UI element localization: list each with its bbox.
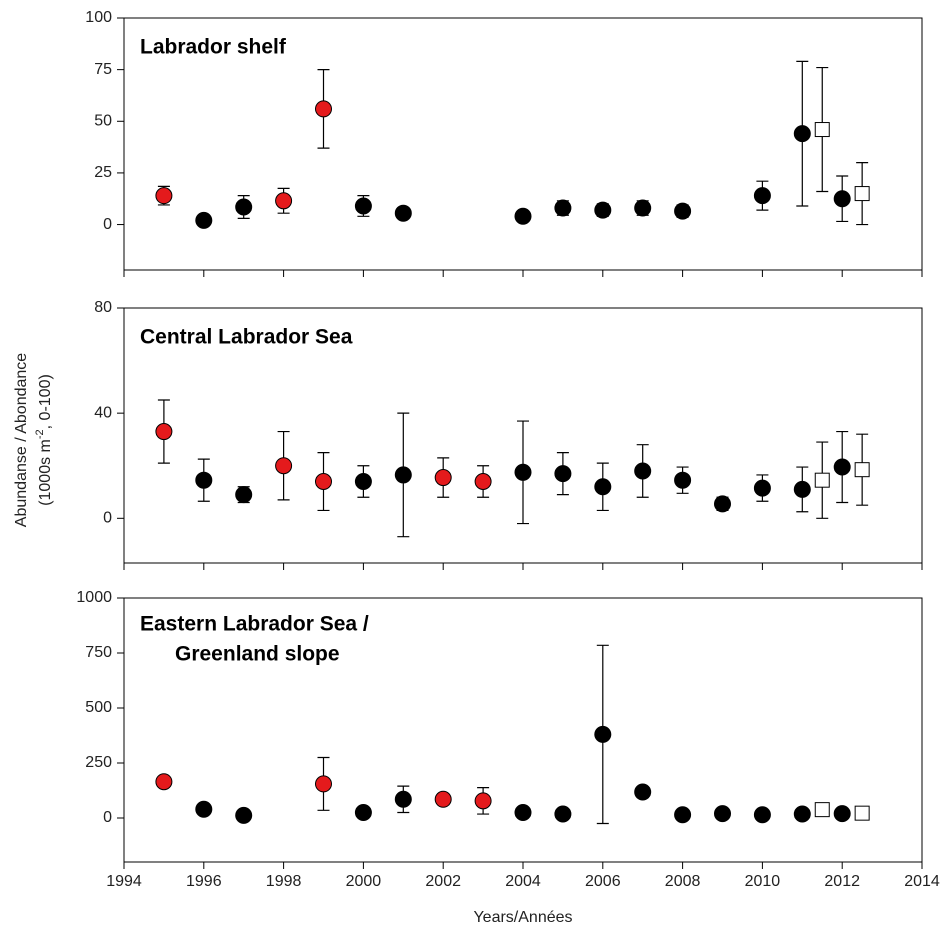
point: [634, 462, 652, 480]
point: [155, 187, 173, 205]
x-axis-label: Years/Années: [473, 909, 572, 926]
panel-title: Greenland slope: [175, 643, 340, 666]
x-tick-label: 2006: [585, 873, 621, 890]
y-tick-label: 750: [85, 644, 112, 661]
y-tick-label: 80: [94, 299, 112, 316]
point: [554, 465, 572, 483]
point: [814, 122, 830, 138]
x-tick-label: 2012: [824, 873, 860, 890]
y-label-sup: -2: [34, 429, 46, 439]
point: [753, 187, 771, 205]
point: [195, 800, 213, 818]
x-tick-label: 1996: [186, 873, 222, 890]
point: [434, 469, 452, 487]
point: [854, 186, 870, 202]
point: [155, 773, 173, 791]
point: [235, 806, 253, 824]
point: [714, 805, 731, 823]
point: [554, 805, 572, 823]
x-tick-label: 1994: [106, 873, 142, 890]
point: [275, 457, 293, 475]
point: [474, 792, 492, 810]
point: [833, 190, 851, 208]
point: [315, 473, 332, 491]
y-label-part: , 0-100): [37, 374, 54, 429]
y-label-part: (1000s m: [37, 439, 54, 506]
y-tick-label: 50: [94, 112, 112, 129]
y-tick-label: 40: [94, 404, 112, 421]
point: [674, 471, 692, 489]
y-tick-label: 0: [103, 216, 112, 233]
y-tick-label: 100: [85, 9, 112, 26]
panel-title: Central Labrador Sea: [140, 326, 353, 349]
point: [854, 805, 870, 821]
panel-title: Labrador shelf: [140, 36, 287, 59]
x-tick-label: 2008: [665, 873, 701, 890]
point: [714, 495, 731, 513]
point: [854, 462, 870, 478]
point: [814, 472, 830, 488]
point: [793, 125, 811, 143]
point: [833, 458, 851, 476]
point: [514, 207, 532, 225]
point: [434, 790, 452, 808]
point: [753, 479, 771, 497]
panel-title: Eastern Labrador Sea /: [140, 613, 369, 636]
x-tick-label: 2014: [904, 873, 940, 890]
point: [514, 463, 532, 481]
y-tick-label: 25: [94, 164, 112, 181]
point: [594, 201, 612, 219]
point: [155, 423, 173, 441]
point: [354, 473, 372, 491]
point: [514, 804, 532, 821]
point: [235, 486, 253, 504]
point: [793, 805, 811, 823]
point: [394, 204, 412, 222]
point: [833, 805, 851, 823]
point: [674, 202, 692, 220]
x-tick-label: 2002: [425, 873, 461, 890]
point: [275, 192, 293, 210]
point: [793, 480, 811, 498]
y-tick-label: 0: [103, 510, 112, 527]
point: [594, 725, 612, 743]
y-axis-label-line: Abundanse / Abondance: [13, 353, 30, 527]
point: [814, 802, 830, 818]
point: [235, 198, 253, 216]
point: [354, 804, 372, 821]
x-tick-label: 1998: [266, 873, 302, 890]
point: [394, 466, 412, 484]
y-tick-label: 250: [85, 754, 112, 771]
point: [394, 790, 412, 808]
x-tick-label: 2004: [505, 873, 541, 890]
point: [354, 197, 372, 215]
y-axis-label: Abundanse / Abondance (1000s m-2, 0-100): [13, 353, 54, 527]
point: [315, 775, 332, 793]
point: [594, 478, 612, 496]
y-axis-label-line: (1000s m-2, 0-100): [34, 374, 54, 506]
y-tick-label: 0: [103, 809, 112, 826]
point: [674, 806, 692, 824]
x-tick-label: 2000: [346, 873, 382, 890]
point: [195, 211, 213, 229]
point: [554, 199, 572, 217]
point: [195, 471, 213, 489]
y-tick-label: 1000: [76, 589, 112, 606]
point: [474, 473, 492, 491]
point: [315, 100, 332, 118]
x-tick-label: 2010: [745, 873, 781, 890]
point: [634, 783, 652, 801]
y-tick-label: 75: [94, 61, 112, 78]
point: [753, 806, 771, 824]
point: [634, 199, 652, 217]
y-tick-label: 500: [85, 699, 112, 716]
